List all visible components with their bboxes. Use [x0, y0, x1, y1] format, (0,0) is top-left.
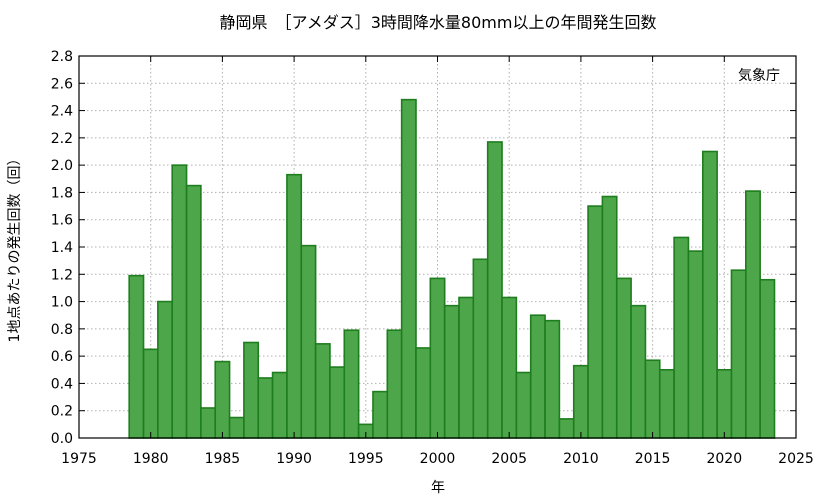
bar-2008 [544, 319, 561, 439]
bar-1994 [343, 329, 360, 439]
bar-1990 [286, 173, 303, 439]
bar-1984 [200, 407, 217, 439]
bar-2013 [615, 277, 632, 439]
bar-2003 [472, 258, 489, 439]
x-tick-label: 2025 [778, 451, 814, 467]
bar-1980 [142, 348, 159, 439]
y-tick-label: 2.2 [51, 131, 73, 147]
bar-2015 [644, 359, 661, 439]
y-tick-label: 0.2 [51, 404, 73, 420]
bar-1982 [171, 164, 188, 439]
y-tick-label: 2.0 [51, 158, 73, 174]
bar-1993 [329, 366, 346, 439]
bar-1987 [243, 341, 260, 439]
bar-2005 [501, 296, 518, 439]
bar-1981 [157, 300, 174, 439]
x-tick-label: 2020 [706, 451, 742, 467]
bar-2007 [529, 314, 546, 439]
x-tick-label: 2005 [491, 451, 527, 467]
x-tick-label: 2015 [635, 451, 671, 467]
bar-2016 [658, 368, 675, 439]
x-tick-label: 1995 [348, 451, 384, 467]
bar-1988 [257, 377, 274, 439]
bar-1991 [300, 244, 317, 439]
bar-1998 [400, 98, 417, 439]
y-tick-label: 0.8 [51, 322, 73, 338]
bar-1983 [185, 184, 202, 439]
bar-1985 [214, 360, 231, 439]
y-tick-label: 1.6 [51, 213, 73, 229]
bar-2011 [587, 205, 604, 439]
bar-2006 [515, 371, 532, 439]
bar-2000 [429, 277, 446, 439]
y-axis-label: 1地点あたりの発生回数（回） [7, 152, 23, 343]
y-tick-label: 0.4 [51, 376, 73, 392]
bar-1986 [228, 416, 245, 439]
bar-1992 [314, 343, 331, 439]
y-tick-label: 0.6 [51, 349, 73, 365]
x-tick-label: 2010 [563, 451, 599, 467]
bar-2001 [443, 304, 460, 439]
x-tick-label: 1990 [276, 451, 312, 467]
y-tick-label: 2.6 [51, 76, 73, 92]
x-axis: 1975 1980 1985 1990 1995 2000 2005 2010 2015 2020… [61, 56, 814, 467]
bar-2021 [730, 269, 747, 439]
bar-2018 [687, 250, 704, 439]
bar-2010 [572, 364, 589, 439]
y-tick-label: 2.4 [51, 104, 73, 120]
x-axis-label: 年 [431, 480, 445, 496]
bar-2019 [701, 150, 718, 439]
x-tick-label: 2000 [420, 451, 456, 467]
bar-2022 [745, 190, 761, 439]
bar-2020 [716, 368, 733, 439]
bar-1979 [128, 274, 145, 439]
bar-1999 [415, 347, 432, 439]
bar-1997 [386, 329, 403, 439]
bar-2023 [759, 278, 776, 439]
y-tick-label: 0.0 [51, 431, 73, 447]
bars [128, 98, 776, 439]
bar-2009 [558, 418, 575, 439]
bar-2002 [458, 296, 475, 439]
bar-2012 [601, 195, 618, 439]
bar-1996 [372, 390, 389, 439]
source-annotation: 気象庁 [738, 68, 780, 84]
bar-1989 [271, 371, 288, 439]
y-axis: 0.0 0.2 0.4 0.6 0.8 1.0 1.2 1.4 1.6 1.8 2.0 2.2 2.4 2… [51, 49, 796, 447]
bar-2017 [673, 236, 690, 439]
y-tick-label: 1.8 [51, 185, 73, 201]
x-tick-label: 1980 [133, 451, 169, 467]
y-tick-label: 1.2 [51, 267, 73, 283]
y-tick-label: 2.8 [51, 49, 73, 65]
chart-title: 静岡県 ［アメダス］3時間降水量80mm以上の年間発生回数 [220, 13, 657, 32]
x-tick-label: 1975 [61, 451, 97, 467]
bar-2014 [630, 304, 647, 439]
y-tick-label: 1.0 [51, 295, 73, 311]
x-tick-label: 1985 [205, 451, 241, 467]
bar-2004 [486, 141, 503, 439]
y-tick-label: 1.4 [51, 240, 73, 256]
